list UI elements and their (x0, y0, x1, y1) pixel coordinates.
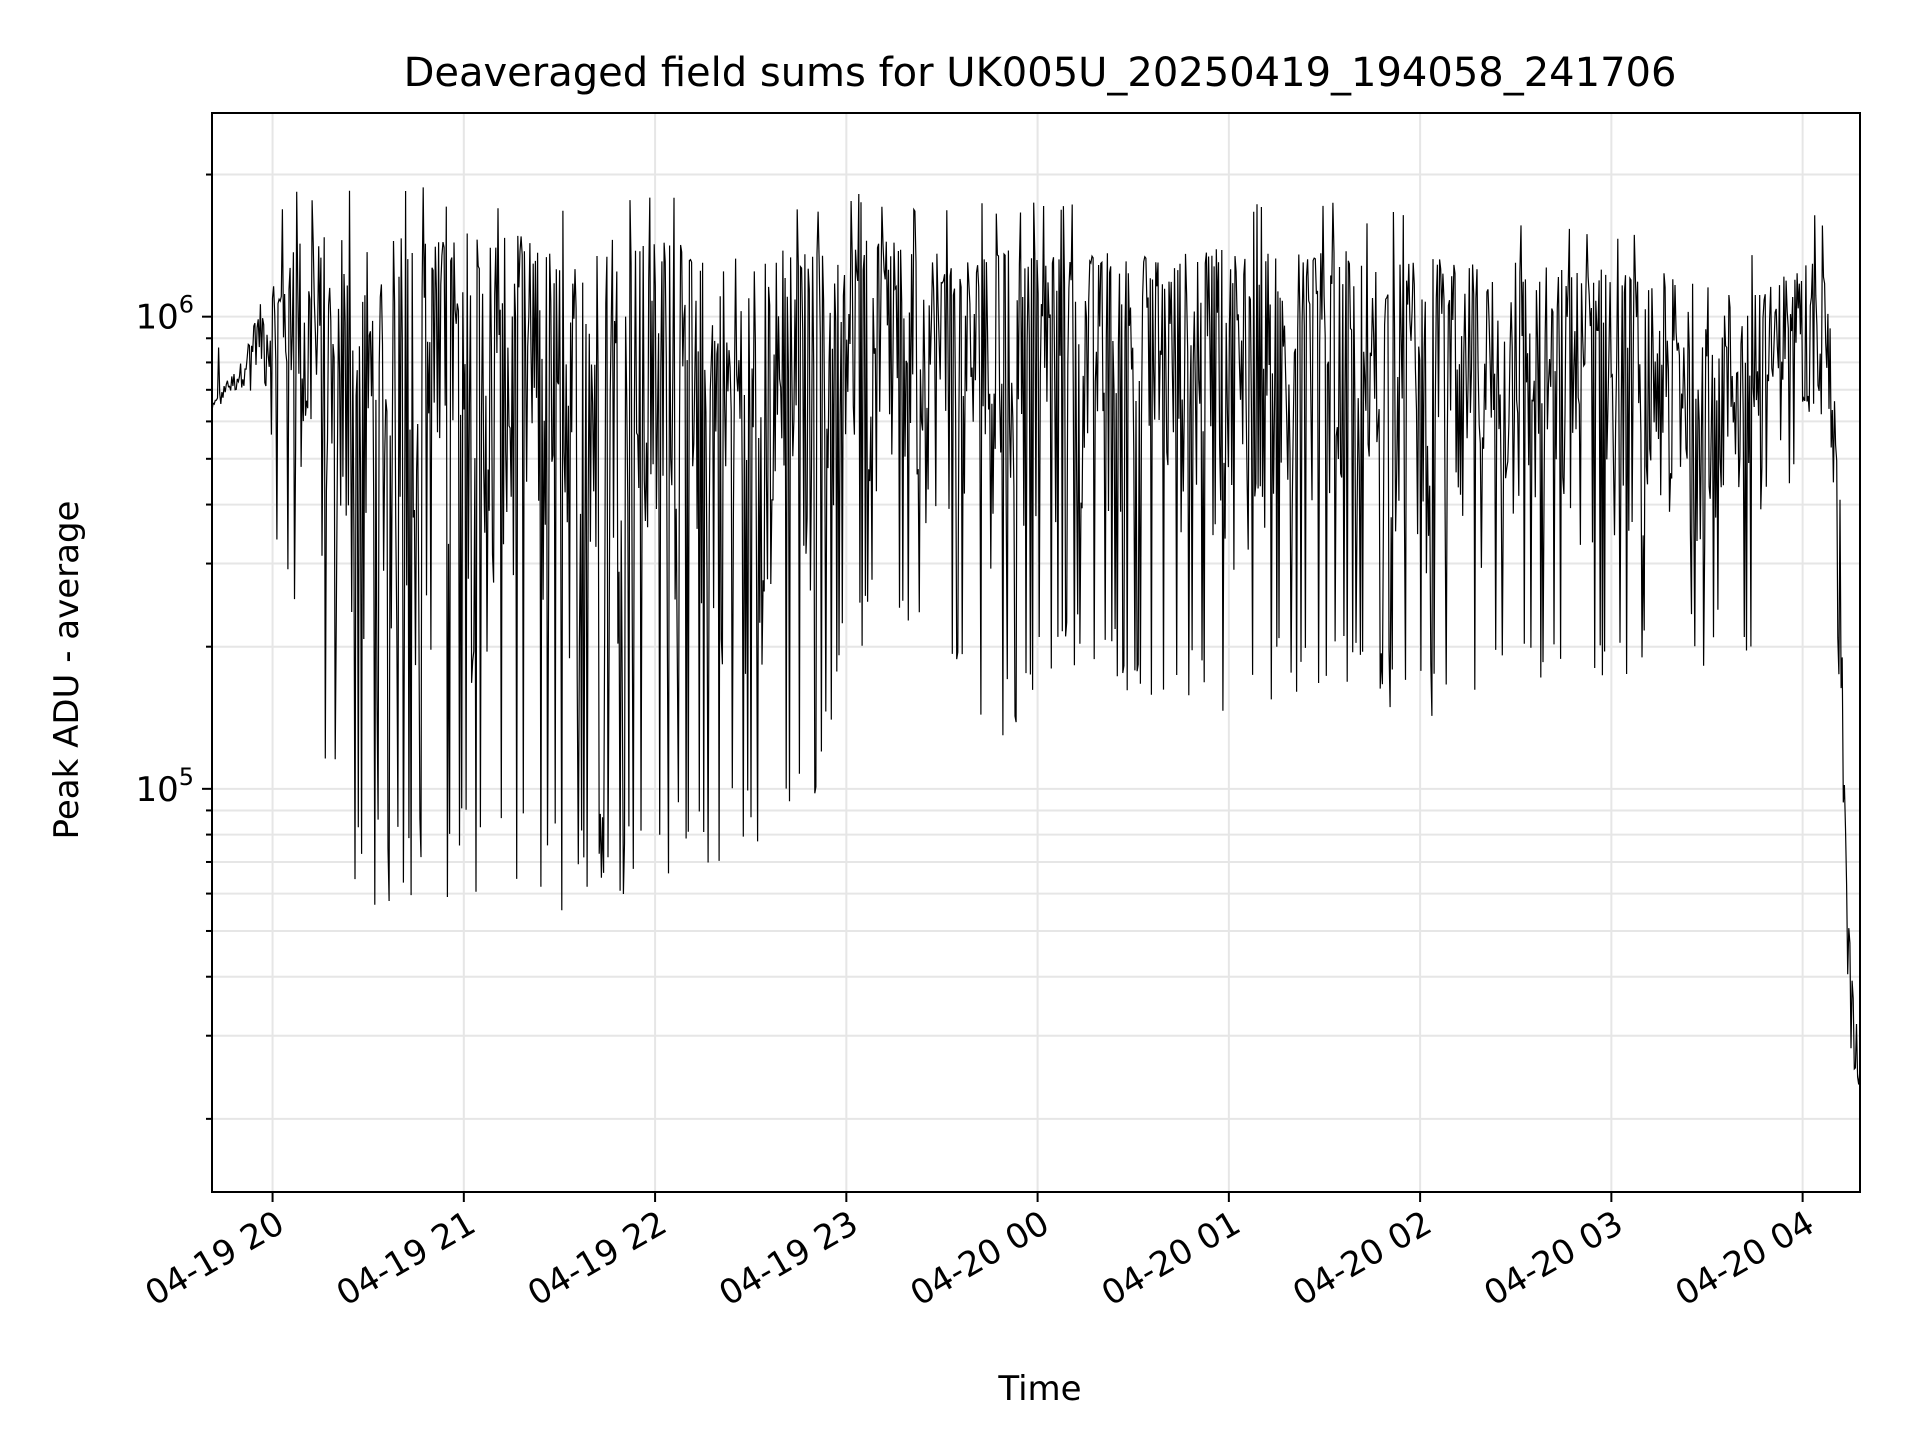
chart-title: Deaveraged field sums for UK005U_2025041… (404, 50, 1677, 96)
data-area (211, 187, 1861, 1085)
x-tick-label: 04-20 03 (1477, 1203, 1629, 1314)
x-tick-label: 04-19 21 (330, 1203, 482, 1314)
x-tick-label: 04-20 04 (1669, 1203, 1821, 1314)
y-tick-label: 106 (135, 291, 194, 338)
axes-frame (211, 112, 1861, 1193)
x-tick-label: 04-19 20 (139, 1203, 291, 1314)
y-axis-label: Peak ADU - average (47, 501, 87, 840)
x-axis: 04-19 20 04-19 21 04-19 22 04-19 23 04-20 00… (139, 1192, 1821, 1314)
y-tick-exponent: 6 (179, 291, 194, 319)
y-tick-label: 105 (135, 763, 194, 810)
x-axis-label: Time (997, 1369, 1081, 1409)
y-tick-base: 10 (135, 298, 178, 338)
y-tick-exponent: 5 (179, 763, 194, 791)
x-tick-label: 04-19 22 (521, 1203, 673, 1314)
series-line (211, 187, 1861, 1085)
x-tick-label: 04-20 00 (904, 1203, 1056, 1314)
x-tick-label: 04-19 23 (712, 1203, 864, 1314)
y-tick-base: 10 (135, 770, 178, 810)
x-tick-label: 04-20 02 (1286, 1203, 1438, 1314)
x-tick-label: 04-20 01 (1095, 1203, 1247, 1314)
